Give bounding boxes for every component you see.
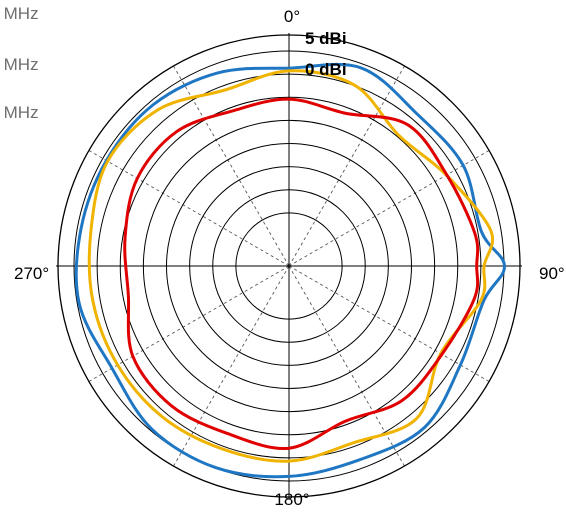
spoke-line <box>88 150 290 267</box>
angle-label-270: 270° <box>14 264 49 283</box>
legend-item-1: 00 MHz <box>0 4 39 23</box>
angle-label-0: 0° <box>284 7 300 26</box>
spoke-line <box>288 265 405 467</box>
series-line-2 <box>87 69 495 463</box>
spoke-line <box>288 150 490 267</box>
series-group <box>74 62 507 479</box>
angle-label-90: 90° <box>539 264 565 283</box>
legend-item-2: 00 MHz <box>0 55 39 74</box>
series-line-1 <box>74 62 507 479</box>
spoke-line <box>288 265 490 382</box>
ring-circle <box>212 189 366 343</box>
ring-circle <box>166 143 412 389</box>
series-line-3 <box>123 97 480 450</box>
ring-circle <box>189 166 389 366</box>
outer-ring <box>57 34 521 498</box>
ring-label-2: 0 dBi <box>305 60 347 79</box>
polar-grid <box>56 33 522 499</box>
ring-circle <box>235 212 343 320</box>
label-group: 0° 90° 180° 270° 5 dBi 0 dBi <box>14 7 565 509</box>
angle-label-180: 180° <box>274 490 309 509</box>
spoke-line <box>173 265 290 467</box>
ring-circle <box>142 119 436 413</box>
spoke-line <box>173 65 290 267</box>
ring-circle <box>119 96 459 436</box>
spoke-line <box>288 65 405 267</box>
ring-label-1: 5 dBi <box>305 29 347 48</box>
legend-item-3: 70 MHz <box>0 103 39 122</box>
spoke-line <box>88 265 290 382</box>
ring-circle <box>96 73 482 459</box>
